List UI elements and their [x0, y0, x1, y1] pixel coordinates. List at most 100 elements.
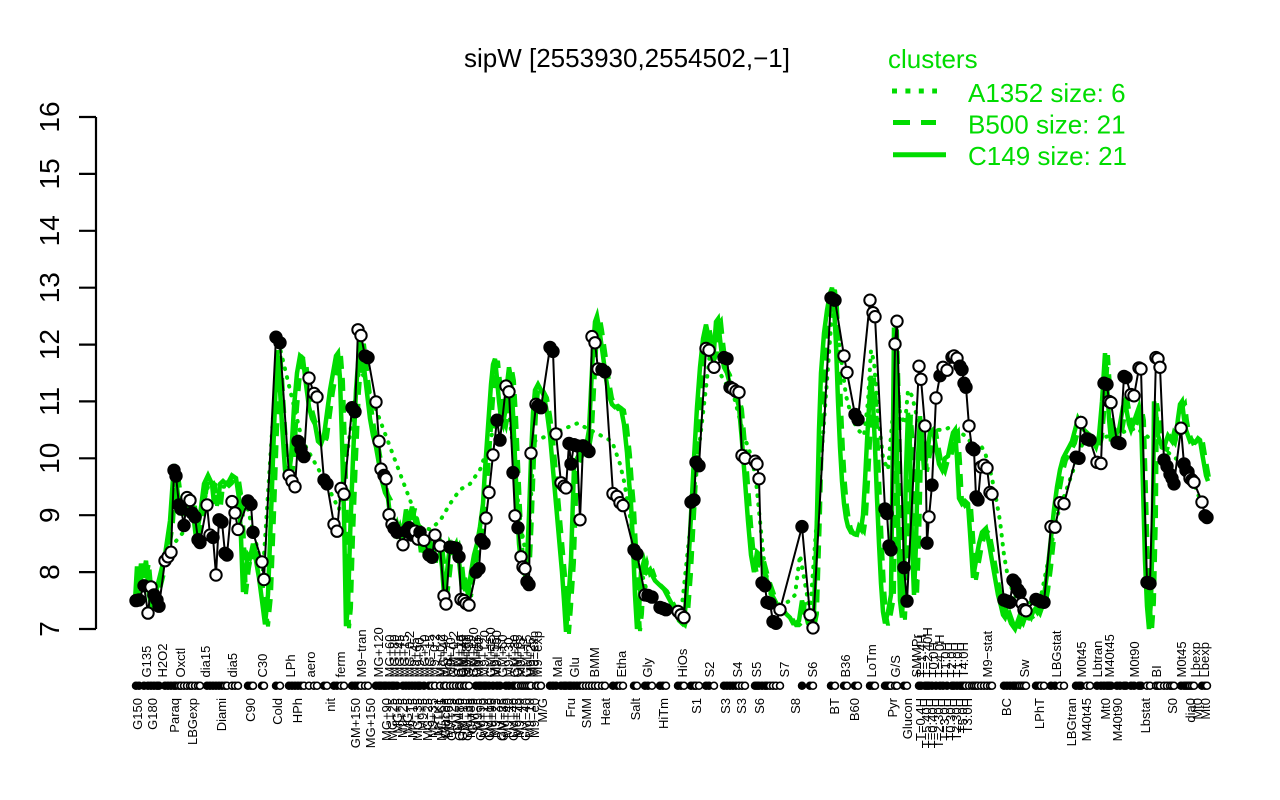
svg-text:ferm: ferm: [333, 652, 348, 678]
svg-text:T0.30H: T0.30H: [943, 698, 958, 741]
svg-text:MG+65: MG+65: [434, 698, 449, 741]
svg-text:M40t45: M40t45: [1102, 634, 1117, 677]
svg-text:MG−25: MG−25: [420, 698, 435, 741]
svg-text:dia5: dia5: [225, 653, 240, 678]
svg-text:GM−25: GM−25: [494, 698, 509, 741]
svg-text:MG+120: MG+120: [371, 627, 386, 677]
svg-text:LBGexp: LBGexp: [185, 698, 200, 745]
svg-text:dia0: dia0: [1183, 698, 1198, 723]
svg-text:Lbexp: Lbexp: [1188, 642, 1203, 677]
svg-text:14: 14: [34, 215, 65, 246]
svg-text:GM+40: GM+40: [506, 698, 521, 741]
svg-text:M9+75: M9+75: [509, 698, 524, 738]
svg-text:T=4.0H: T=4.0H: [932, 635, 947, 678]
svg-text:MG+40: MG+40: [436, 635, 451, 678]
svg-text:GM+60: GM+60: [495, 635, 510, 678]
svg-text:S8: S8: [788, 698, 803, 714]
svg-text:GM+30: GM+30: [507, 635, 522, 678]
svg-text:LBGtran: LBGtran: [1064, 698, 1079, 746]
svg-text:BC: BC: [999, 698, 1014, 716]
svg-text:M9+60: M9+60: [471, 637, 486, 677]
svg-text:GM+150: GM+150: [348, 698, 363, 748]
svg-text:LPh: LPh: [283, 654, 298, 677]
svg-text:clusters: clusters: [888, 44, 978, 74]
svg-text:B500 size: 21: B500 size: 21: [968, 110, 1126, 140]
svg-text:M9+85: M9+85: [463, 698, 478, 738]
svg-text:M0t45: M0t45: [1174, 641, 1189, 677]
svg-text:S6: S6: [752, 698, 767, 714]
svg-text:Sw: Sw: [1017, 659, 1032, 678]
svg-text:M9−15: M9−15: [405, 698, 420, 738]
svg-text:M9+10: M9+10: [476, 698, 491, 738]
svg-text:M9+25: M9+25: [395, 698, 410, 738]
svg-text:M9−25: M9−25: [488, 698, 503, 738]
svg-text:S7: S7: [777, 662, 792, 678]
svg-text:M9+30: M9+30: [501, 637, 516, 677]
svg-text:GM+65: GM+65: [510, 635, 525, 678]
svg-text:GM+70: GM+70: [454, 635, 469, 678]
svg-text:Lbexp: Lbexp: [1197, 642, 1212, 677]
svg-text:B60: B60: [847, 698, 862, 721]
svg-text:GM+10: GM+10: [482, 698, 497, 741]
svg-text:M9+90: M9+90: [412, 637, 427, 677]
svg-text:G180: G180: [145, 698, 160, 730]
svg-text:T2:0H: T2:0H: [944, 642, 959, 677]
svg-text:S4: S4: [730, 662, 745, 678]
svg-text:BT: BT: [827, 698, 842, 715]
svg-text:16: 16: [34, 101, 65, 132]
svg-text:BI: BI: [1149, 665, 1164, 677]
svg-text:15: 15: [34, 158, 65, 189]
svg-text:Glucon: Glucon: [900, 698, 915, 739]
svg-text:GM+95: GM+95: [473, 698, 488, 741]
svg-text:T0:0H: T0:0H: [926, 642, 941, 677]
svg-text:C149 size: 21: C149 size: 21: [968, 141, 1127, 171]
svg-text:Mt0: Mt0: [1198, 698, 1213, 720]
svg-text:A1352 size: 6: A1352 size: 6: [968, 78, 1126, 108]
svg-text:M9−exp: M9−exp: [530, 631, 545, 678]
svg-text:MG+60: MG+60: [382, 635, 397, 678]
svg-text:GM+5: GM+5: [450, 698, 465, 734]
svg-text:S0: S0: [1165, 698, 1180, 714]
svg-text:GM+90: GM+90: [461, 635, 476, 678]
svg-text:Oxctl: Oxctl: [173, 648, 188, 678]
svg-text:G150: G150: [130, 698, 145, 730]
svg-text:MG+5: MG+5: [390, 698, 405, 734]
svg-text:T=1.4H: T=1.4H: [914, 635, 929, 678]
svg-text:G/S: G/S: [888, 655, 903, 678]
svg-text:M9−e0: M9−e0: [527, 698, 542, 738]
svg-text:MG−15: MG−15: [422, 635, 437, 678]
svg-text:M9+65: M9+65: [441, 698, 456, 738]
svg-text:Etha: Etha: [614, 650, 629, 678]
svg-text:M9−stat: M9−stat: [980, 631, 995, 678]
svg-text:T=2.30H: T=2.30H: [931, 698, 946, 748]
svg-text:GM+1a: GM+1a: [451, 634, 466, 678]
svg-text:M0t45: M0t45: [1074, 641, 1089, 677]
svg-text:S3: S3: [718, 698, 733, 714]
svg-text:SMMPr: SMMPr: [909, 634, 924, 678]
svg-text:MG+150: MG+150: [363, 698, 378, 748]
svg-text:M9+70: M9+70: [443, 637, 458, 677]
svg-text:LPhT: LPhT: [1032, 698, 1047, 729]
svg-text:GM+85: GM+85: [496, 698, 511, 741]
svg-text:S5: S5: [749, 662, 764, 678]
svg-text:T2.30H: T2.30H: [949, 698, 964, 741]
svg-text:GM+45: GM+45: [456, 635, 471, 678]
svg-text:M40t45: M40t45: [1079, 698, 1094, 741]
svg-text:Lbtran: Lbtran: [1090, 641, 1105, 678]
svg-text:13: 13: [34, 272, 65, 303]
svg-text:GM+150: GM+150: [483, 627, 498, 677]
svg-text:HiTm: HiTm: [656, 698, 671, 729]
svg-text:dia15: dia15: [198, 646, 213, 678]
svg-text:Salt: Salt: [628, 698, 643, 721]
svg-text:MG−5: MG−5: [400, 698, 415, 734]
svg-text:M9+40: M9+40: [500, 698, 515, 738]
svg-text:T1.0H: T1.0H: [950, 642, 965, 677]
svg-text:Ma+0:2: Ma+0:2: [433, 634, 448, 678]
svg-text:Heat: Heat: [598, 698, 613, 726]
svg-text:T=0.40H: T=0.40H: [925, 698, 940, 748]
svg-text:Diami: Diami: [214, 698, 229, 731]
svg-text:M9+15: M9+15: [513, 637, 528, 677]
svg-text:nit: nit: [323, 698, 338, 712]
svg-text:sipW [2553930,2554502,−1]: sipW [2553930,2554502,−1]: [464, 43, 790, 73]
svg-text:S1: S1: [689, 698, 704, 714]
